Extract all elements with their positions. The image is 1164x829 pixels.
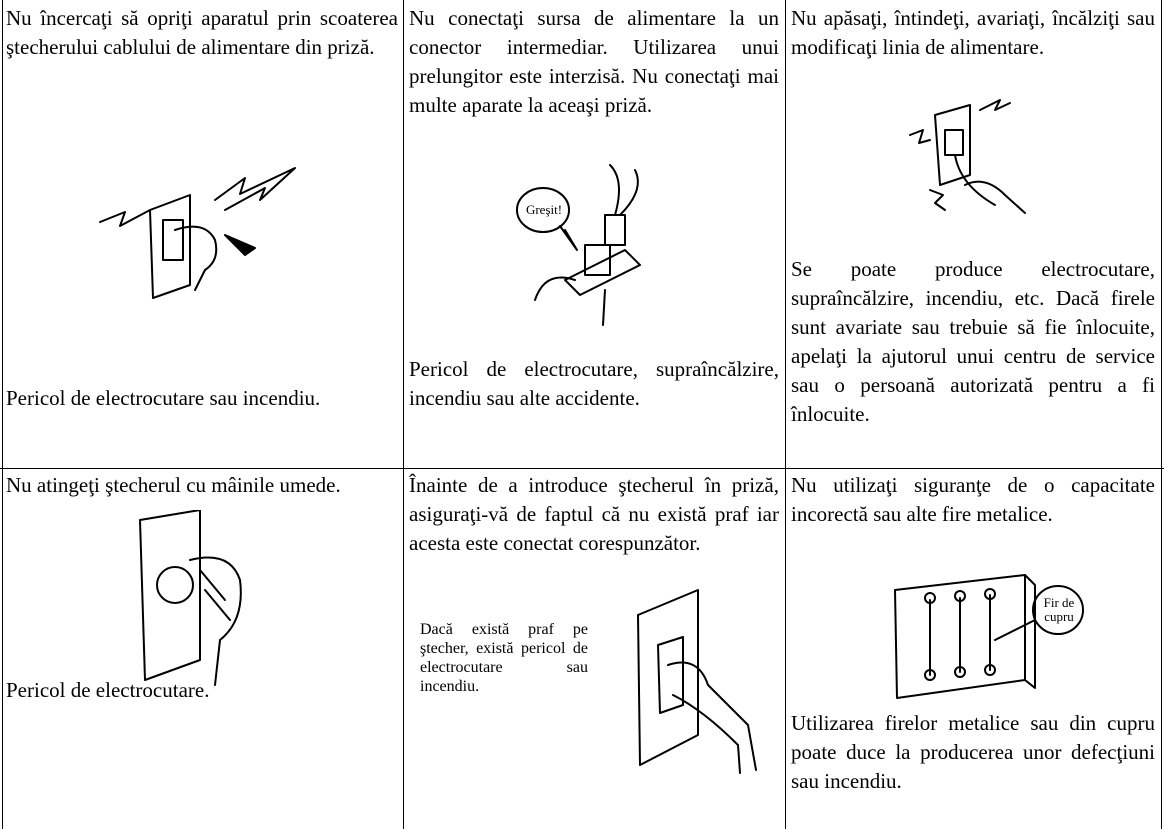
- illustration: [99, 167, 296, 299]
- cell-text: Nu apăsaţi, întindeţi, avariaţi, încălzi…: [791, 6, 1155, 59]
- callout: Fir de cupru: [1043, 595, 1075, 624]
- illustration: [139, 510, 242, 686]
- cell-text: Se poate produce electrocutare, supraînc…: [791, 257, 1155, 426]
- illustration: [909, 99, 1026, 214]
- illustration: [516, 164, 641, 326]
- callout: Greşit!: [525, 202, 563, 217]
- border: [1161, 0, 1162, 829]
- border: [785, 0, 786, 829]
- border: [0, 468, 1164, 469]
- cell-text: Nu utilizaţi siguranţe de o capacitate i…: [791, 473, 1155, 526]
- cell-text: Pericol de electrocutare sau incendiu.: [6, 386, 321, 410]
- cell-text: Pericol de electrocutare.: [6, 678, 210, 702]
- callout: Dacă există praf pe ştecher, există peri…: [420, 621, 588, 695]
- cell-text: Nu conectaţi sursa de alimentare la un c…: [409, 6, 779, 117]
- border: [403, 0, 404, 829]
- cell-text: Utilizarea firelor metalice sau din cupr…: [791, 711, 1155, 793]
- illustration: [637, 589, 757, 774]
- cell-text: Nu atingeţi ştecherul cu mâinile umede.: [6, 473, 341, 497]
- cell-text: Nu încercaţi să opriţi aparatul prin sco…: [6, 6, 398, 59]
- illustration: [894, 574, 1084, 699]
- cell-text: Înainte de a introduce ştecherul în priz…: [409, 473, 779, 555]
- border: [2, 0, 3, 829]
- cell-text: Pericol de electrocutare, supraîncălzire…: [409, 357, 779, 410]
